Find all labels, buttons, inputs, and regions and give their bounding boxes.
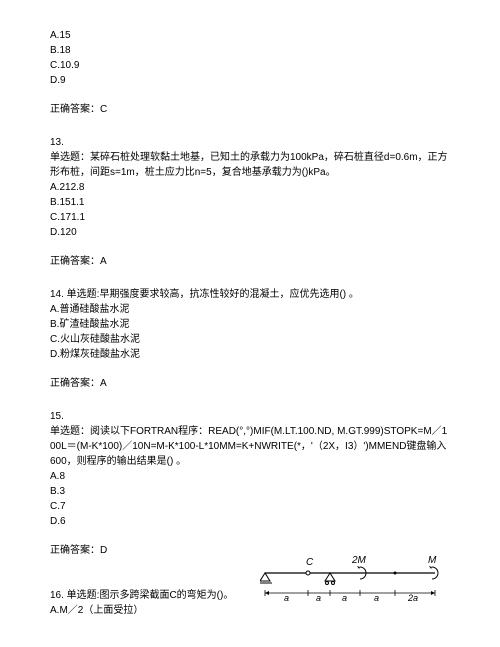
q12-opt-b: B.18: [50, 43, 450, 58]
q14-answer: 正确答案：A: [50, 376, 450, 391]
q12-opt-c: C.10.9: [50, 58, 450, 73]
q13-opt-a: A.212.8: [50, 180, 450, 195]
q15-opt-b: B.3: [50, 484, 450, 499]
q12-opt-a: A.15: [50, 28, 450, 43]
dim-a4: a: [374, 593, 379, 603]
q15-num: 15.: [50, 409, 450, 424]
q13-opt-b: B.151.1: [50, 195, 450, 210]
q14-opt-d: D.粉煤灰硅酸盐水泥: [50, 347, 450, 362]
q13-opt-d: D.120: [50, 225, 450, 240]
q14-opt-a: A.普通硅酸盐水泥: [50, 302, 450, 317]
q12-answer: 正确答案：C: [50, 102, 450, 117]
q13-opt-c: C.171.1: [50, 210, 450, 225]
q13-num: 13.: [50, 135, 450, 150]
dim-a2: a: [316, 593, 321, 603]
dim-a1: a: [284, 593, 289, 603]
q14-opt-b: B.矿渣硅酸盐水泥: [50, 317, 450, 332]
diagram-label-2m: 2M: [351, 555, 367, 566]
q14: 14. 单选题:早期强度要求较高，抗冻性较好的混凝土，应优先选用() 。 A.普…: [50, 287, 450, 362]
q12-options: A.15 B.18 C.10.9 D.9: [50, 28, 450, 88]
q15-opt-d: D.6: [50, 514, 450, 529]
q15-stem: 单选题：阅读以下FORTRAN程序：READ(°,°)MIF(M.LT.100.…: [50, 424, 450, 469]
q14-stem: 14. 单选题:早期强度要求较高，抗冻性较好的混凝土，应优先选用() 。: [50, 287, 450, 302]
dim-2a: 2a: [407, 593, 418, 603]
q14-opt-c: C.火山灰硅酸盐水泥: [50, 332, 450, 347]
q13-answer: 正确答案：A: [50, 254, 450, 269]
q15: 15. 单选题：阅读以下FORTRAN程序：READ(°,°)MIF(M.LT.…: [50, 409, 450, 529]
q13-stem: 单选题：某碎石桩处理软黏土地基，已知土的承载力为100kPa，碎石桩直径d=0.…: [50, 150, 450, 180]
diagram-label-m: M: [428, 555, 437, 566]
dim-a3: a: [342, 593, 347, 603]
q13: 13. 单选题：某碎石桩处理软黏土地基，已知土的承载力为100kPa，碎石桩直径…: [50, 135, 450, 240]
q16-opt-a: A.M／2（上面受拉）: [50, 603, 450, 618]
q15-opt-c: C.7: [50, 499, 450, 514]
beam-diagram: C 2M M a a a a 2a: [260, 553, 440, 603]
q12-opt-d: D.9: [50, 73, 450, 88]
diagram-label-c: C: [306, 557, 314, 568]
q15-opt-a: A.8: [50, 469, 450, 484]
